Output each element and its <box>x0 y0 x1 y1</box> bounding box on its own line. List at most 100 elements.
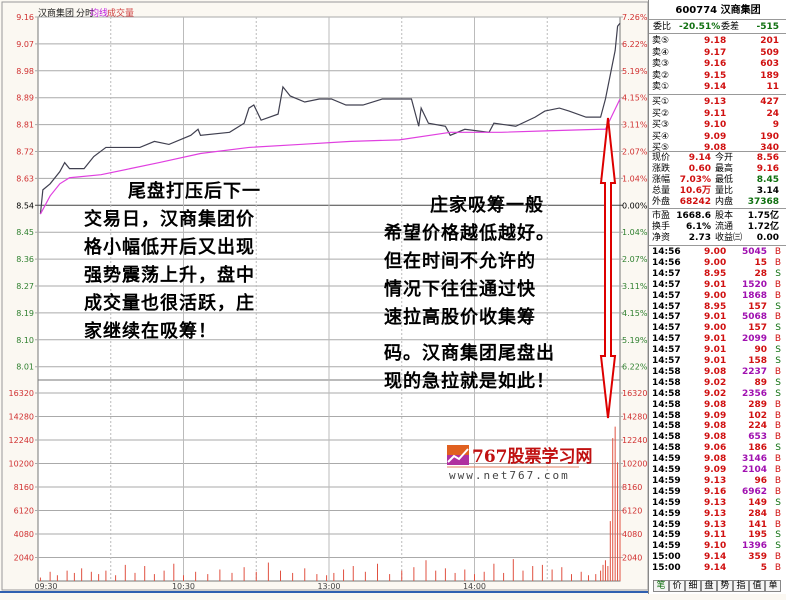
trade-row: 14:57 9.01 90 S <box>649 344 786 356</box>
panel-tab[interactable]: 指 <box>733 580 749 592</box>
buy-volume: 24 <box>766 108 779 119</box>
trade-time: 14:57 <box>652 323 681 334</box>
quote-row: 涨跌 0.60 最高 9.16 <box>649 163 786 175</box>
trade-time: 14:58 <box>652 366 681 377</box>
divider <box>649 151 786 152</box>
trade-volume: 149 <box>748 497 767 508</box>
intraday-chart[interactable]: 9.16 7.26% 9.07 6.22% 8.98 5.19% 8.89 4.15% 8.81… <box>0 0 648 600</box>
price-tick-label: 8.01 <box>16 363 34 372</box>
sell-price: 9.14 <box>704 82 727 92</box>
trade-time: 14:58 <box>652 410 681 421</box>
buy-row: 买① 9.13 427 <box>649 96 786 108</box>
trade-volume: 5 <box>760 563 767 574</box>
price-tick-label: 8.81 <box>16 121 34 130</box>
fund-label: 股本 <box>715 211 734 221</box>
trade-side: B <box>774 519 781 530</box>
quote-row: 现价 9.14 今开 8.56 <box>649 152 786 164</box>
panel-tab[interactable]: 盘 <box>701 580 717 592</box>
trade-volume: 2099 <box>741 334 767 345</box>
chart-mode-label[interactable]: 分时 <box>76 9 95 19</box>
trade-side: B <box>774 366 781 377</box>
fund-label: 收益㈢ <box>715 233 743 243</box>
trade-price: 9.09 <box>704 410 727 421</box>
trade-volume: 6962 <box>741 486 767 497</box>
divider <box>649 245 786 246</box>
percent-tick-label: 4.15% <box>622 94 648 103</box>
trade-volume: 1396 <box>741 541 767 552</box>
annotation-line: 速拉高股价收集筹 <box>384 307 536 328</box>
quote-label: 今开 <box>715 153 734 163</box>
fund-label: 净资 <box>652 233 671 243</box>
trade-row: 14:57 8.95 157 S <box>649 301 786 313</box>
quote-panel: 600774 汉商集团 委比 -20.51% 委差 -515 笔价细盘势指值单 … <box>648 0 786 594</box>
trade-row: 14:56 9.00 5045 B <box>649 246 786 258</box>
panel-tab[interactable]: 细 <box>685 580 701 592</box>
percent-tick-label: 3.11% <box>622 121 648 130</box>
buy-row: 买② 9.11 24 <box>649 108 786 120</box>
trade-row: 14:59 9.10 1396 S <box>649 540 786 552</box>
trade-row: 14:58 9.08 224 B <box>649 420 786 432</box>
panel-tab[interactable]: 价 <box>669 580 685 592</box>
panel-tab[interactable]: 笔 <box>653 580 669 592</box>
quote-value: 9.16 <box>756 164 779 174</box>
price-tick-label: 9.07 <box>16 40 34 49</box>
panel-tab[interactable]: 值 <box>749 580 765 592</box>
sell-level-label: 卖⑤ <box>652 36 670 46</box>
fund-value: 2.73 <box>688 233 711 243</box>
trade-side: B <box>774 486 781 497</box>
percent-tick-label: 6.22% <box>622 363 648 372</box>
fund-row: 换手 6.1% 流通 1.72亿 <box>649 221 786 233</box>
avg-price-line <box>39 98 621 215</box>
trade-volume: 89 <box>754 377 767 388</box>
trade-side: B <box>774 399 781 410</box>
volume-tick-label: 16320 <box>9 389 34 398</box>
fund-value: 1.72亿 <box>747 222 779 232</box>
price-tick-label: 8.19 <box>16 309 34 318</box>
trade-price: 9.14 <box>704 552 727 563</box>
trade-volume: 28 <box>754 268 767 279</box>
quote-label: 内盘 <box>715 197 734 207</box>
fund-row: 净资 2.73 收益㈢ 0.00 <box>649 232 786 244</box>
trade-row: 14:59 9.11 195 S <box>649 529 786 541</box>
trade-price: 9.02 <box>704 377 727 388</box>
annotation-line: 家继续在吸筹！ <box>84 321 217 342</box>
sell-level-label: 卖④ <box>652 47 670 58</box>
trade-side: S <box>775 443 781 454</box>
percent-tick-label: 1.04% <box>622 174 648 183</box>
trade-time: 14:57 <box>652 356 681 366</box>
trade-row: 14:58 9.06 186 S <box>649 442 786 454</box>
trade-row: 14:59 9.13 141 B <box>649 519 786 531</box>
trade-price: 9.01 <box>704 345 727 356</box>
trade-side: S <box>775 377 781 388</box>
trade-volume: 1868 <box>741 290 767 301</box>
trade-side: B <box>774 465 781 475</box>
panel-tab[interactable]: 单 <box>765 580 781 592</box>
trade-volume: 284 <box>748 508 767 519</box>
percent-tick-label: 6.22% <box>622 40 648 49</box>
trade-price: 9.00 <box>704 290 727 301</box>
fund-value: 6.1% <box>686 222 711 232</box>
panel-tab[interactable]: 势 <box>717 580 733 592</box>
trade-side: B <box>774 421 781 432</box>
buy-price: 9.10 <box>704 120 727 130</box>
trade-price: 9.08 <box>704 399 727 410</box>
quote-value: 37368 <box>747 197 779 207</box>
trade-volume: 289 <box>748 399 767 410</box>
trade-row: 14:57 9.01 1520 B <box>649 279 786 291</box>
trade-side: B <box>774 312 781 323</box>
trade-volume: 224 <box>748 421 767 432</box>
sell-volume: 11 <box>766 82 779 92</box>
trade-volume: 2237 <box>741 366 767 377</box>
trade-volume: 96 <box>754 475 767 486</box>
buy-row: 买⑤ 9.08 340 <box>649 142 786 154</box>
divider <box>649 208 786 209</box>
quote-value: 8.45 <box>756 175 779 185</box>
volume-tick-label: 6120 <box>14 507 34 516</box>
buy-level-label: 买⑤ <box>652 143 670 153</box>
volume-tick-label-right: 4080 <box>622 530 642 539</box>
trade-side: B <box>774 247 781 257</box>
trade-price: 9.01 <box>704 356 727 366</box>
trade-row: 14:59 9.13 284 B <box>649 508 786 520</box>
buy-level-label: 买② <box>652 108 670 119</box>
quote-value: 7.03% <box>679 175 711 185</box>
